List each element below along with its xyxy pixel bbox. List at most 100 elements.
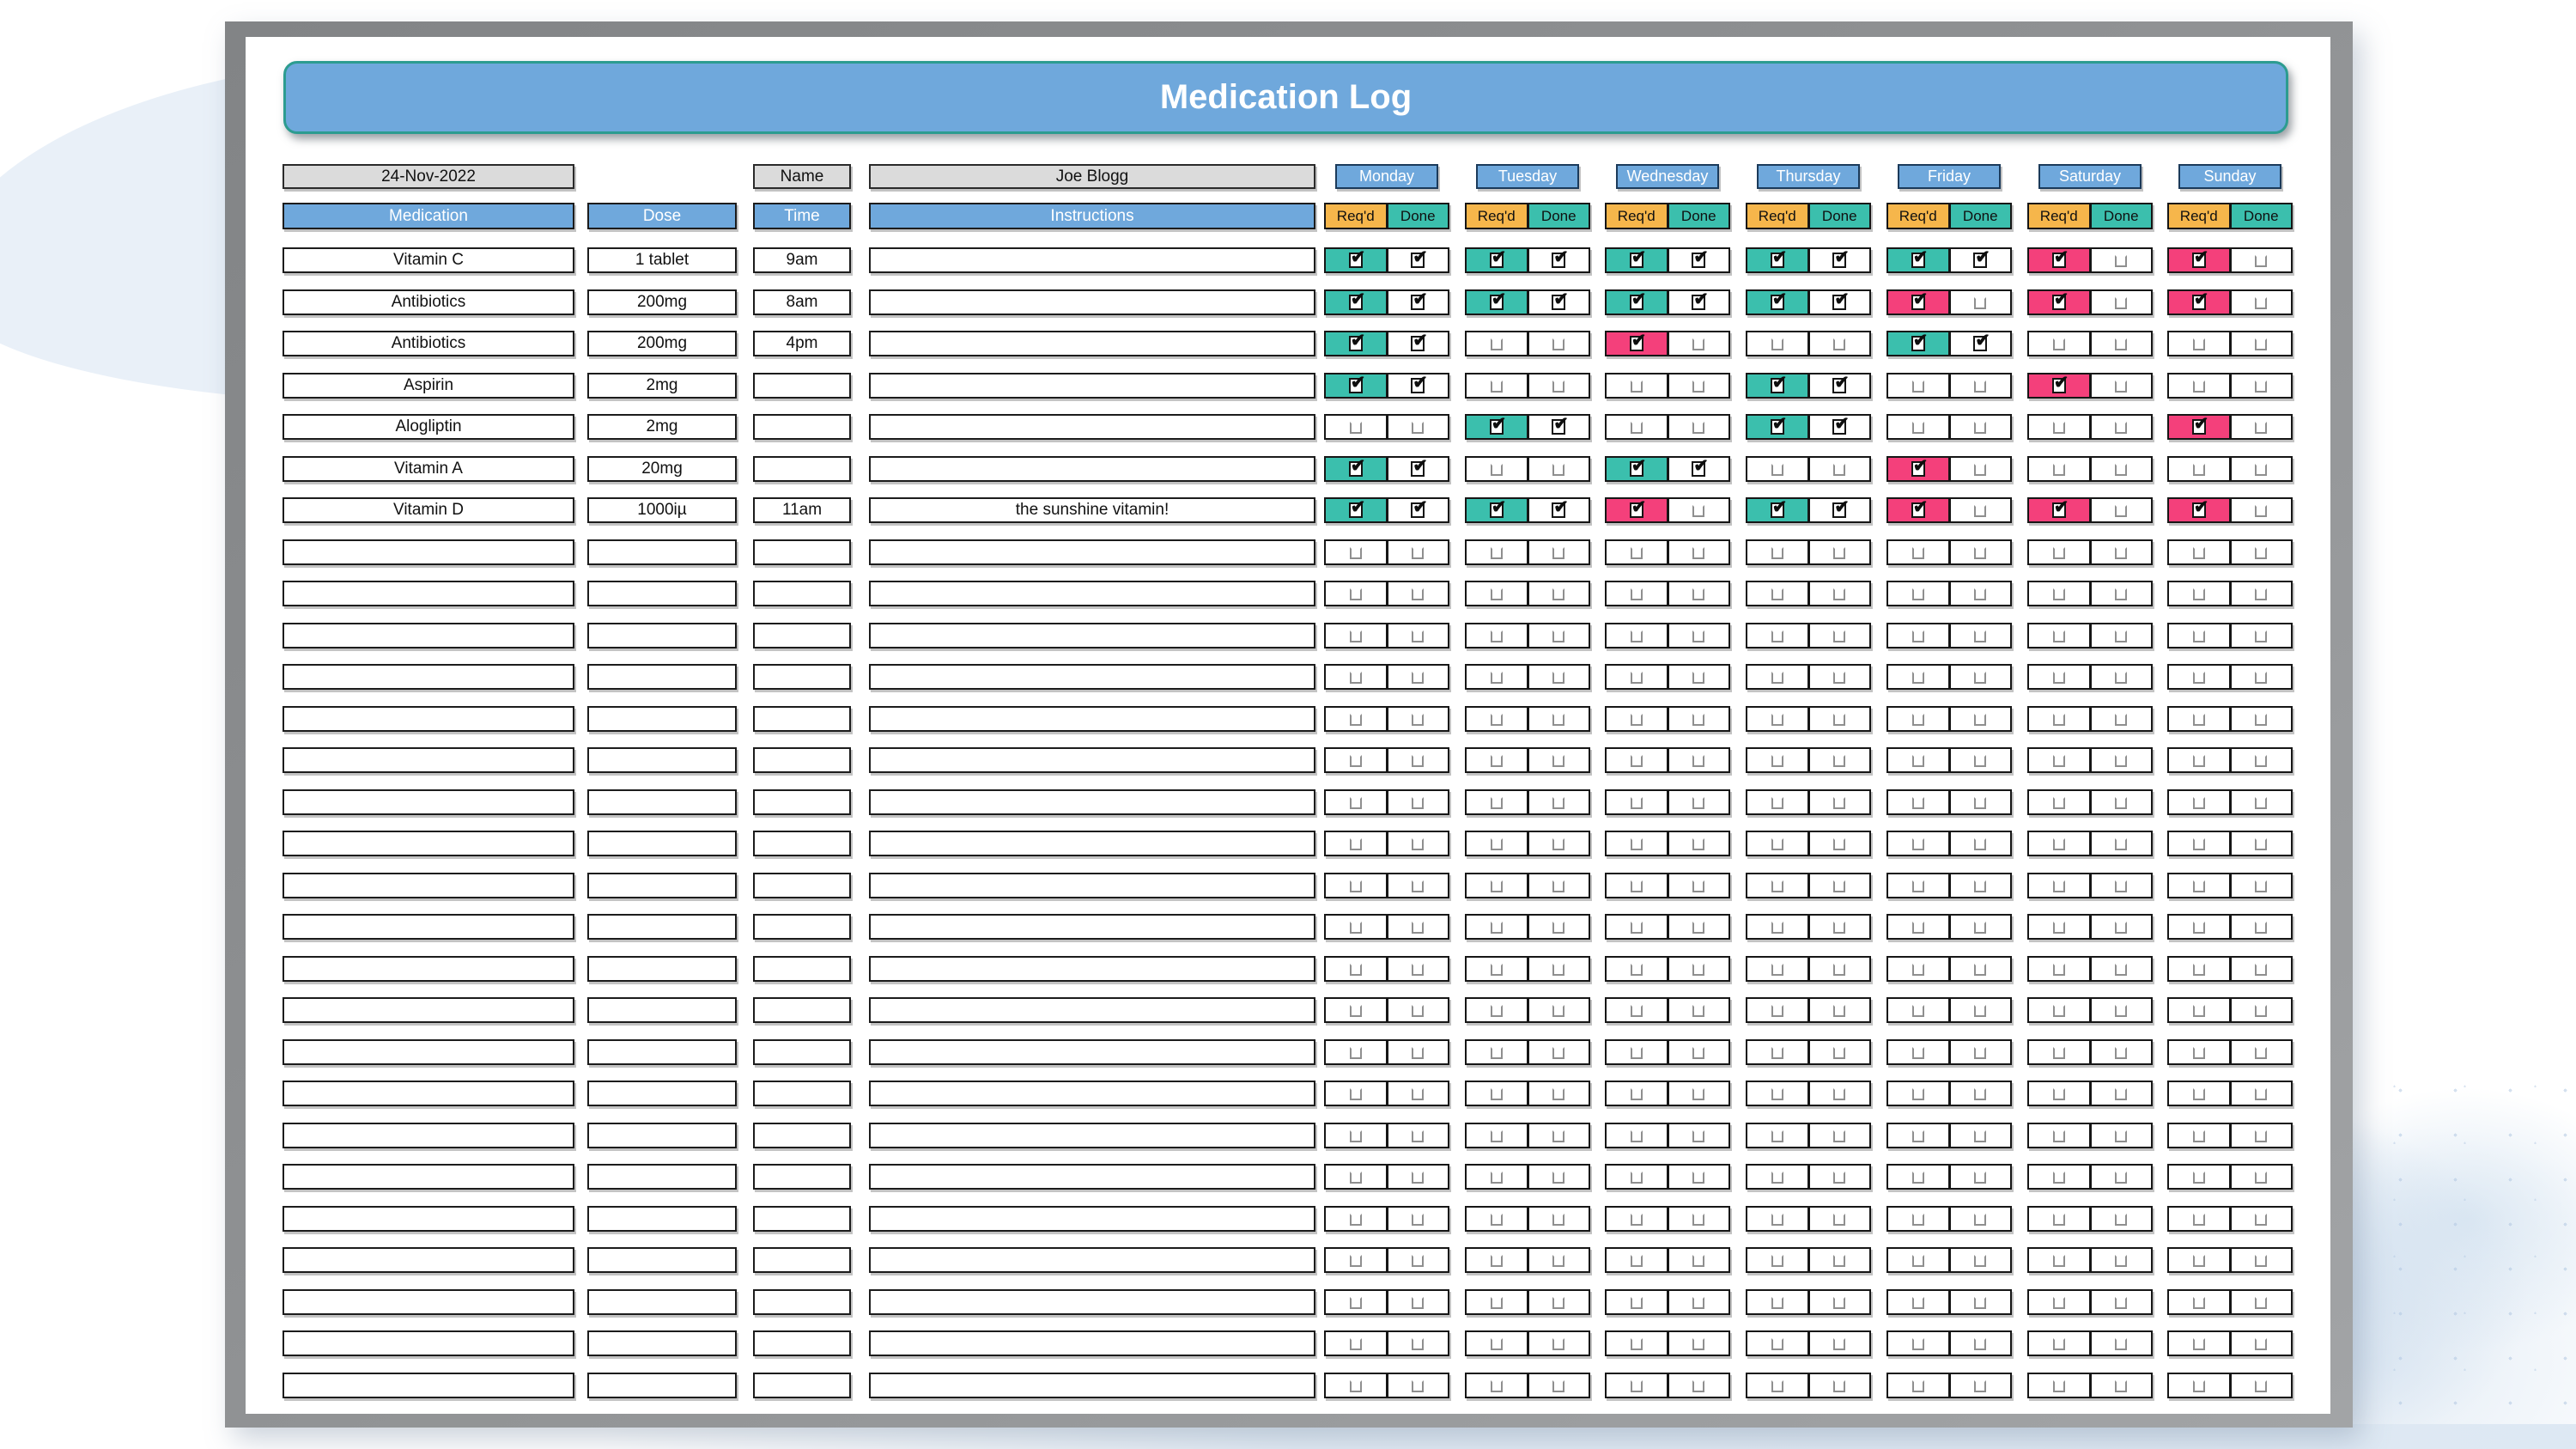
done-cell[interactable]: [2088, 1041, 2151, 1063]
reqd-checkbox[interactable]: [1349, 547, 1362, 559]
done-checkbox[interactable]: [1692, 289, 1709, 310]
reqd-checkbox[interactable]: [1911, 880, 1924, 892]
done-checkbox[interactable]: [1412, 1088, 1425, 1100]
reqd-cell[interactable]: [2169, 624, 2229, 647]
reqd-checkbox[interactable]: [1911, 630, 1924, 642]
done-cell[interactable]: [1385, 330, 1448, 355]
done-checkbox[interactable]: [2255, 1380, 2268, 1392]
medication-cell[interactable]: [283, 789, 574, 815]
reqd-checkbox[interactable]: [2192, 1088, 2205, 1100]
done-checkbox[interactable]: [2255, 714, 2268, 726]
time-cell[interactable]: [753, 581, 851, 606]
done-checkbox[interactable]: [2115, 1338, 2128, 1350]
reqd-checkbox[interactable]: [2052, 797, 2065, 809]
done-checkbox[interactable]: [2255, 338, 2268, 350]
instructions-cell[interactable]: [869, 789, 1315, 815]
instructions-cell[interactable]: [869, 1206, 1315, 1232]
done-checkbox[interactable]: [1552, 413, 1569, 435]
done-checkbox[interactable]: [1974, 1297, 1987, 1309]
done-cell[interactable]: [1666, 749, 1728, 771]
done-checkbox[interactable]: [2255, 1297, 2268, 1309]
done-cell[interactable]: [1947, 1166, 2010, 1188]
reqd-cell[interactable]: [2029, 1332, 2089, 1355]
done-checkbox[interactable]: [2255, 1130, 2268, 1142]
done-cell[interactable]: [1526, 332, 1589, 355]
reqd-cell[interactable]: [2029, 832, 2089, 855]
done-checkbox[interactable]: [1832, 496, 1850, 518]
reqd-cell[interactable]: [1607, 999, 1667, 1021]
done-checkbox[interactable]: [1974, 1255, 1987, 1267]
reqd-checkbox[interactable]: [1349, 1255, 1362, 1267]
done-cell[interactable]: [1526, 1082, 1589, 1105]
reqd-checkbox[interactable]: [2052, 1088, 2065, 1100]
time-cell[interactable]: [753, 1123, 851, 1148]
medication-cell[interactable]: Alogliptin: [283, 414, 574, 440]
reqd-cell[interactable]: [1467, 1208, 1527, 1230]
reqd-cell[interactable]: [1747, 1249, 1807, 1271]
done-cell[interactable]: [1947, 1249, 2010, 1271]
reqd-cell[interactable]: [2029, 624, 2089, 647]
reqd-cell[interactable]: [2029, 1041, 2089, 1063]
reqd-checkbox[interactable]: [1911, 422, 1924, 434]
done-checkbox[interactable]: [1974, 297, 1987, 309]
done-checkbox[interactable]: [1692, 1255, 1705, 1267]
reqd-cell[interactable]: [1326, 958, 1386, 980]
done-cell[interactable]: [2228, 416, 2291, 438]
done-checkbox[interactable]: [1833, 338, 1846, 350]
time-cell[interactable]: [753, 1164, 851, 1190]
reqd-checkbox[interactable]: [2191, 413, 2208, 435]
reqd-checkbox[interactable]: [2051, 247, 2069, 268]
reqd-checkbox[interactable]: [2192, 630, 2205, 642]
reqd-checkbox[interactable]: [2052, 1130, 2065, 1142]
reqd-cell[interactable]: [1607, 247, 1667, 271]
done-cell[interactable]: [1385, 372, 1448, 397]
reqd-cell[interactable]: [1326, 1291, 1386, 1313]
reqd-cell[interactable]: [2029, 1208, 2089, 1230]
done-cell[interactable]: [2088, 624, 2151, 647]
reqd-checkbox[interactable]: [1771, 922, 1783, 934]
done-checkbox[interactable]: [1833, 797, 1846, 809]
reqd-checkbox[interactable]: [1349, 1130, 1362, 1142]
done-checkbox[interactable]: [2255, 1005, 2268, 1017]
reqd-checkbox[interactable]: [1490, 1338, 1503, 1350]
reqd-checkbox[interactable]: [1348, 372, 1365, 393]
reqd-cell[interactable]: [1607, 1124, 1667, 1147]
dose-cell[interactable]: 2mg: [587, 414, 737, 440]
reqd-cell[interactable]: [2029, 708, 2089, 730]
reqd-checkbox[interactable]: [1490, 1255, 1503, 1267]
reqd-checkbox[interactable]: [1630, 588, 1643, 600]
done-cell[interactable]: [2088, 916, 2151, 938]
medication-cell[interactable]: [283, 914, 574, 940]
reqd-checkbox[interactable]: [1489, 413, 1506, 435]
done-checkbox[interactable]: [1974, 1214, 1987, 1226]
reqd-cell[interactable]: [2029, 496, 2089, 521]
done-cell[interactable]: [1385, 958, 1448, 980]
reqd-checkbox[interactable]: [2192, 1214, 2205, 1226]
done-cell[interactable]: [2228, 332, 2291, 355]
reqd-cell[interactable]: [2169, 541, 2229, 563]
reqd-cell[interactable]: [1467, 832, 1527, 855]
reqd-cell[interactable]: [1326, 416, 1386, 438]
done-checkbox[interactable]: [1412, 588, 1425, 600]
done-cell[interactable]: [1666, 666, 1728, 688]
done-checkbox[interactable]: [1552, 755, 1565, 767]
time-cell[interactable]: 9am: [753, 247, 851, 273]
time-cell[interactable]: [753, 623, 851, 648]
reqd-cell[interactable]: [1888, 1124, 1948, 1147]
reqd-checkbox[interactable]: [1490, 672, 1503, 684]
dose-cell[interactable]: [587, 623, 737, 648]
reqd-cell[interactable]: [2169, 832, 2229, 855]
instructions-cell[interactable]: [869, 1373, 1315, 1398]
done-cell[interactable]: [1666, 582, 1728, 605]
reqd-checkbox[interactable]: [1349, 964, 1362, 976]
done-checkbox[interactable]: [2115, 1088, 2128, 1100]
reqd-checkbox[interactable]: [1911, 1088, 1924, 1100]
done-checkbox[interactable]: [1833, 1088, 1846, 1100]
instructions-cell[interactable]: [869, 623, 1315, 648]
done-checkbox[interactable]: [1833, 464, 1846, 476]
done-checkbox[interactable]: [1833, 588, 1846, 600]
done-checkbox[interactable]: [2255, 880, 2268, 892]
time-cell[interactable]: [753, 373, 851, 399]
done-cell[interactable]: [1947, 247, 2010, 271]
done-checkbox[interactable]: [1974, 964, 1987, 976]
